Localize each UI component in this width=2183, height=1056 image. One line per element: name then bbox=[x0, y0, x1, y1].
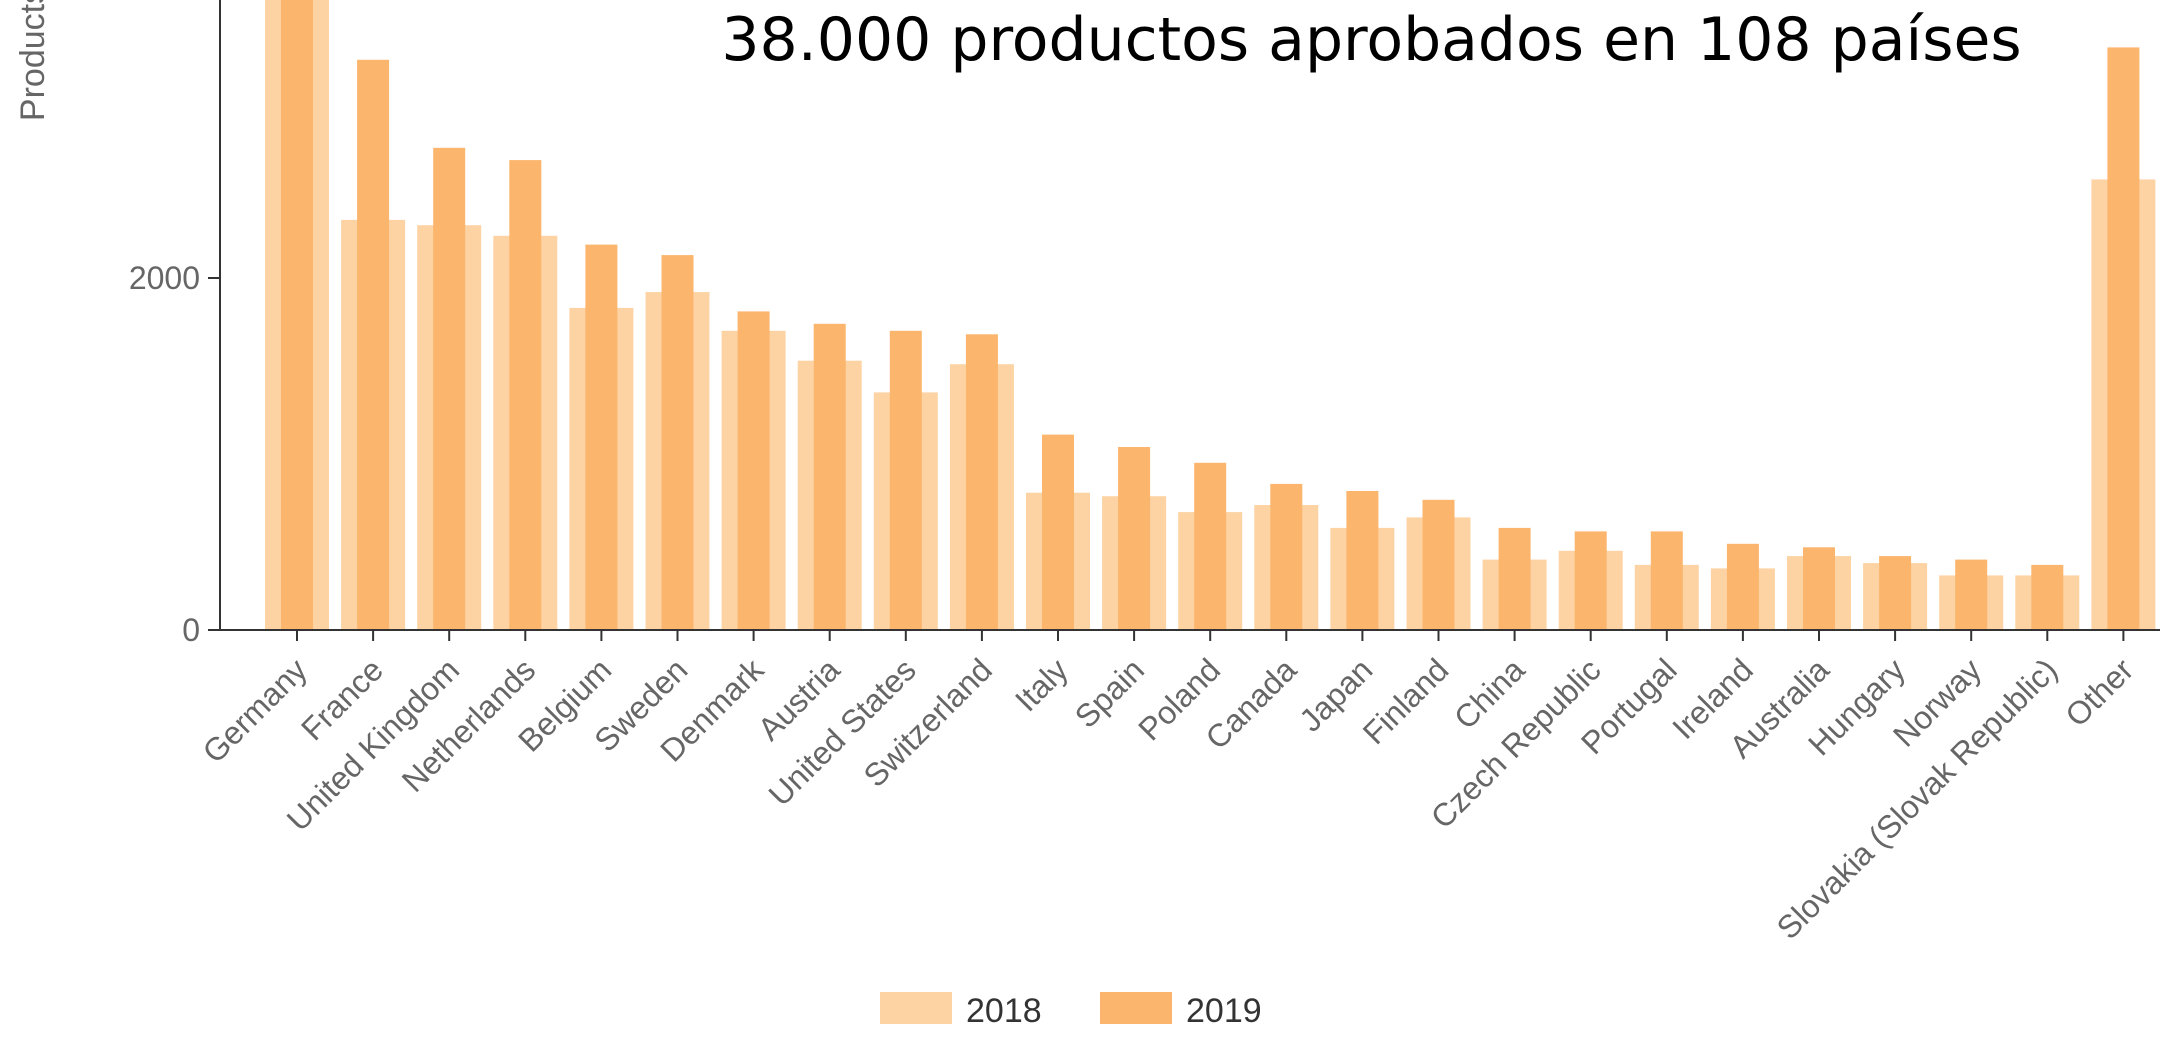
bar-2019-switzerland bbox=[965, 334, 998, 630]
bar-2019-ireland bbox=[1726, 543, 1759, 630]
bar-2019-denmark bbox=[737, 311, 770, 630]
bar-2019-australia bbox=[1803, 547, 1835, 630]
bar-2019-slovakia-slovak-republic bbox=[2031, 564, 2064, 630]
bar-2019-sweden bbox=[661, 255, 694, 630]
legend-swatch-2018 bbox=[880, 992, 952, 1024]
bars-layer bbox=[265, 0, 2156, 631]
axes-layer: 0200040006000ProductsGermanyFranceUnited… bbox=[14, 0, 2160, 946]
bar-2019-belgium bbox=[585, 244, 618, 630]
x-tick-label-other: Other bbox=[2058, 651, 2140, 733]
bar-2019-japan bbox=[1346, 491, 1379, 630]
bar-2019-germany bbox=[281, 0, 313, 630]
bar-2019-poland bbox=[1194, 462, 1227, 630]
chart-title: 38.000 productos aprobados en 108 países bbox=[721, 5, 2022, 75]
x-tick-label-germany: Germany bbox=[195, 651, 314, 770]
bar-2019-italy bbox=[1042, 434, 1074, 630]
bar-2019-netherlands bbox=[509, 160, 542, 630]
bar-2019-united-states bbox=[889, 330, 922, 630]
bar-2019-china bbox=[1498, 527, 1531, 630]
bar-2019-canada bbox=[1270, 483, 1303, 630]
bar-2019-czech-republic bbox=[1574, 531, 1607, 630]
legend-label-2019: 2019 bbox=[1186, 992, 1262, 1030]
bar-2019-norway bbox=[1955, 559, 1988, 630]
legend-label-2018: 2018 bbox=[966, 992, 1042, 1030]
bar-2019-spain bbox=[1118, 447, 1151, 630]
bar-2019-hungary bbox=[1879, 556, 1912, 630]
x-tick-label-italy: Italy bbox=[1008, 651, 1075, 718]
y-tick-label-2000: 2000 bbox=[129, 260, 200, 296]
legend-swatch-2019 bbox=[1100, 992, 1172, 1024]
bar-2019-portugal bbox=[1650, 531, 1683, 630]
y-tick-label-0: 0 bbox=[182, 612, 200, 648]
bar-2019-france bbox=[357, 59, 390, 631]
bar-2019-other bbox=[2107, 47, 2140, 630]
y-axis-title: Products bbox=[14, 0, 52, 121]
legend: 2018 2019 bbox=[880, 992, 1262, 1030]
bar-2019-united-kingdom bbox=[433, 147, 466, 631]
bar-2019-finland bbox=[1422, 499, 1455, 630]
bar-2019-austria bbox=[813, 323, 846, 630]
x-tick-label-finland: Finland bbox=[1356, 651, 1456, 751]
